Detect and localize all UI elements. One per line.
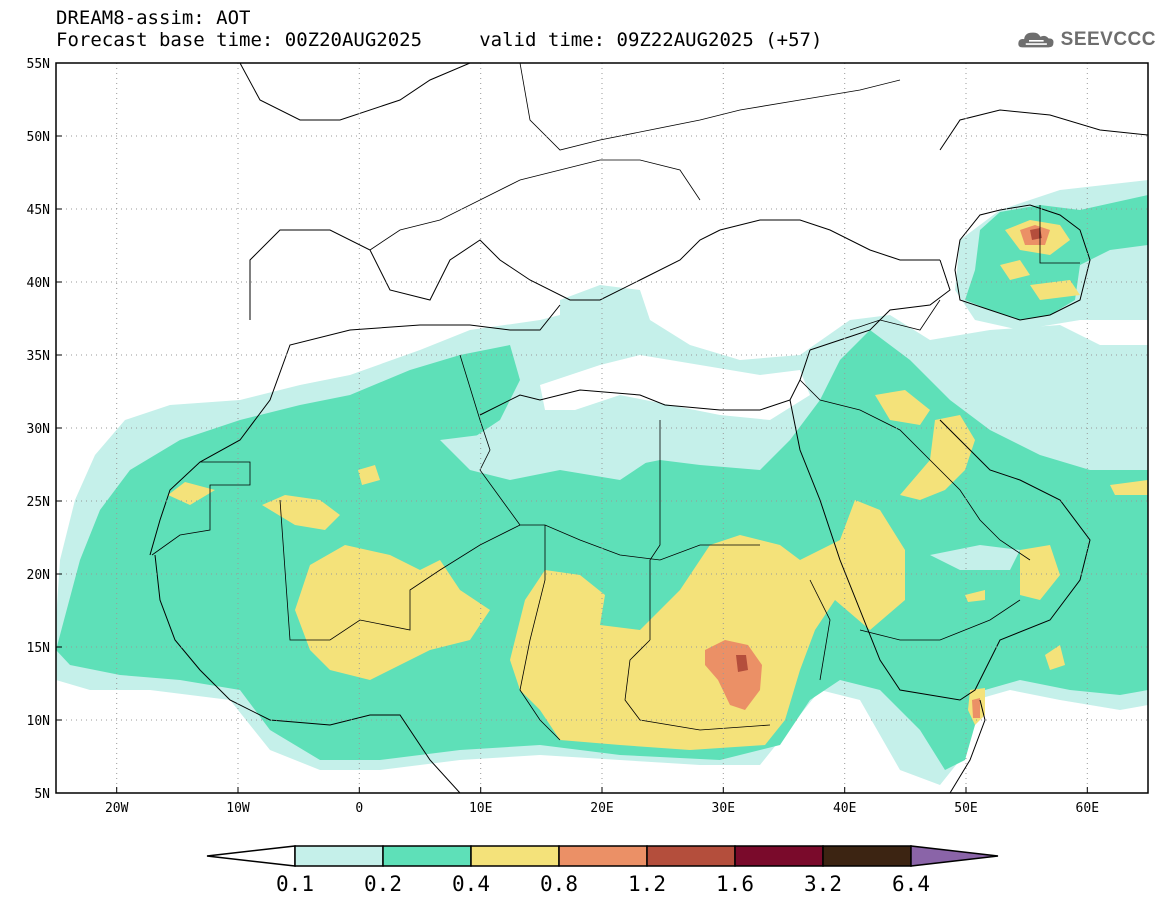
forecast-time-line: Forecast base time: 00Z20AUG2025 valid t… <box>56 29 823 51</box>
aot-band-0.4-sudan <box>510 500 905 750</box>
colorbar-label: 0.8 <box>540 872 578 896</box>
lat-label: 10N <box>27 714 50 729</box>
aot-band-0.4-sahel-west <box>295 545 490 680</box>
lat-labels: 55N 50N 45N 40N 35N 30N 25N 20N 15N 10N … <box>27 57 50 802</box>
lon-label: 10W <box>226 801 250 816</box>
lat-label: 25N <box>27 495 50 510</box>
map-title: DREAM8-assim: AOT <box>56 7 251 29</box>
lat-label: 30N <box>27 422 50 437</box>
colorbar-swatch <box>558 845 648 867</box>
seevccc-logo: SEEVCCC <box>1016 25 1156 55</box>
colorbar-label: 3.2 <box>804 872 842 896</box>
colorbar-swatch <box>822 845 912 867</box>
colorbar-arrow-right <box>910 845 999 867</box>
coastlines <box>149 63 1148 793</box>
lat-label: 55N <box>27 57 50 72</box>
map-grid <box>56 63 1148 793</box>
colorbar-swatch <box>646 845 736 867</box>
colorbar-swatch <box>294 845 384 867</box>
lat-label: 15N <box>27 641 50 656</box>
clear-area-mediterranean <box>540 355 810 420</box>
colorbar-swatch <box>470 845 560 867</box>
lat-label: 50N <box>27 130 50 145</box>
aot-band-0.4-mauritania <box>168 465 380 530</box>
cloud-icon <box>1018 32 1054 48</box>
aot-hole-arabia <box>930 545 1020 570</box>
lat-label: 40N <box>27 276 50 291</box>
lat-label: 20N <box>27 568 50 583</box>
lon-labels: 20W 10W 0 10E 20E 30E 40E 50E 60E <box>105 801 1099 816</box>
logo-text: SEEVCCC <box>1060 29 1156 50</box>
lon-label: 50E <box>954 801 977 816</box>
colorbar-label: 0.4 <box>452 872 490 896</box>
lon-label: 0 <box>355 801 363 816</box>
colorbar-label: 1.2 <box>628 872 666 896</box>
lon-label: 40E <box>833 801 856 816</box>
colorbar-label: 0.2 <box>364 872 402 896</box>
colorbar-labels: 0.1 0.2 0.4 0.8 1.2 1.6 3.2 6.4 <box>276 872 930 896</box>
country-borders <box>151 63 1080 741</box>
lat-label: 35N <box>27 349 50 364</box>
lon-label: 20E <box>590 801 613 816</box>
colorbar-label: 1.6 <box>716 872 754 896</box>
lon-label: 30E <box>712 801 735 816</box>
colorbar <box>206 845 999 867</box>
lat-label: 45N <box>27 203 50 218</box>
colorbar-arrow-left <box>206 845 296 867</box>
aot-field <box>56 180 1148 785</box>
lat-label: 5N <box>34 787 50 802</box>
lon-label: 10E <box>469 801 492 816</box>
aot-band-0.2-caspian <box>965 195 1148 320</box>
lon-label: 20W <box>105 801 129 816</box>
colorbar-swatch <box>734 845 824 867</box>
colorbar-label: 0.1 <box>276 872 314 896</box>
colorbar-label: 6.4 <box>892 872 930 896</box>
colorbar-swatch <box>382 845 472 867</box>
aot-hole-libya <box>440 430 650 480</box>
aot-band-0.4-gulf <box>875 390 1148 670</box>
lon-label: 60E <box>1076 801 1099 816</box>
tick-marks <box>56 62 1088 794</box>
